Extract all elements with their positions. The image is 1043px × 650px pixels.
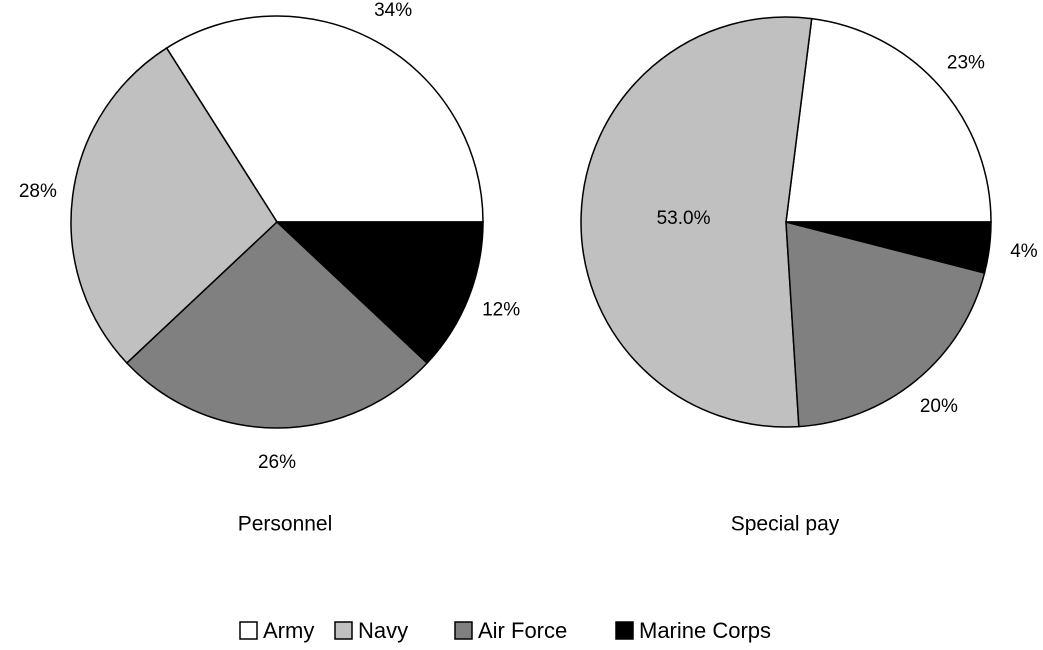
pie-slice: [275, 221, 484, 365]
pie-slice: [785, 221, 986, 428]
legend-swatch: [239, 621, 258, 640]
data-label: 34%: [374, 0, 412, 21]
legend-label: Air Force: [478, 618, 567, 643]
legend-swatch: [334, 621, 353, 640]
legend-label: Marine Corps: [639, 618, 771, 643]
data-label: 20%: [920, 396, 958, 417]
legend-swatch: [615, 621, 634, 640]
data-label: 53.0%: [657, 208, 711, 229]
pie-slice: [165, 15, 484, 223]
pie-slice: [70, 47, 278, 365]
legend-label: Navy: [358, 618, 408, 643]
pie-slice: [125, 220, 429, 429]
data-label: 23%: [947, 52, 985, 73]
data-label: 26%: [258, 452, 296, 473]
pie-slice: [580, 16, 813, 428]
pie-slice: [785, 221, 992, 274]
data-label: 28%: [19, 181, 57, 202]
legend-label: Army: [263, 618, 314, 643]
pie-title: Personnel: [238, 513, 333, 536]
legend-swatch: [454, 621, 473, 640]
data-label: 4%: [1010, 241, 1038, 262]
pie-slice: [785, 17, 992, 223]
data-label: 12%: [482, 300, 520, 321]
pie-title: Special pay: [731, 513, 840, 536]
